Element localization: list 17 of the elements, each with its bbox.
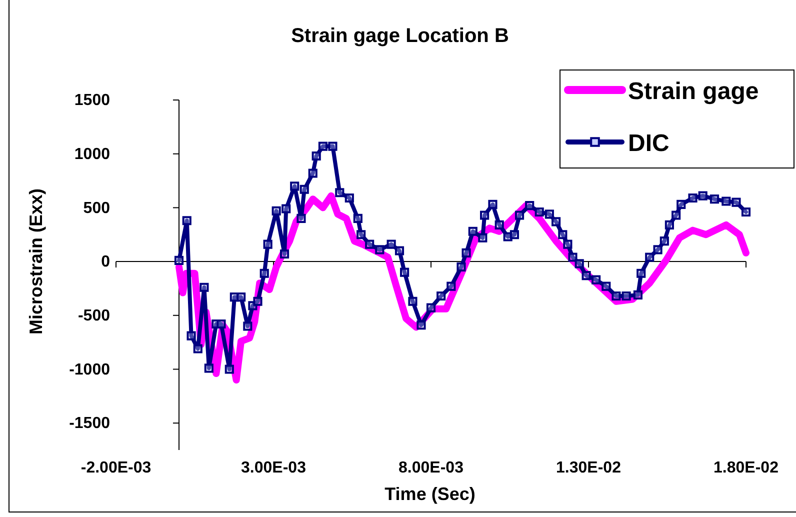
x-axis-title: Time (Sec) — [384, 484, 476, 504]
chart-title: Strain gage Location B — [291, 25, 509, 47]
y-tick-label: -1500 — [69, 415, 110, 432]
y-tick-label: 0 — [101, 254, 110, 271]
y-tick-label: 1000 — [74, 146, 110, 163]
y-tick-label: -1000 — [69, 361, 110, 378]
y-tick-label: 500 — [83, 200, 110, 217]
y-axis-title: Microstrain (Exx) — [26, 188, 46, 335]
x-tick-label: 8.00E-03 — [398, 459, 464, 476]
legend-label: DIC — [628, 130, 670, 157]
y-tick-label: 1500 — [74, 92, 110, 110]
x-tick-label: 3.00E-03 — [241, 459, 306, 476]
legend-label: Strain gage — [628, 78, 759, 105]
x-tick-label: 1.80E-02 — [714, 459, 779, 476]
y-tick-label: -500 — [78, 308, 110, 325]
x-tick-label: -2.00E-03 — [80, 459, 152, 476]
x-tick-label: 1.30E-02 — [556, 459, 622, 476]
